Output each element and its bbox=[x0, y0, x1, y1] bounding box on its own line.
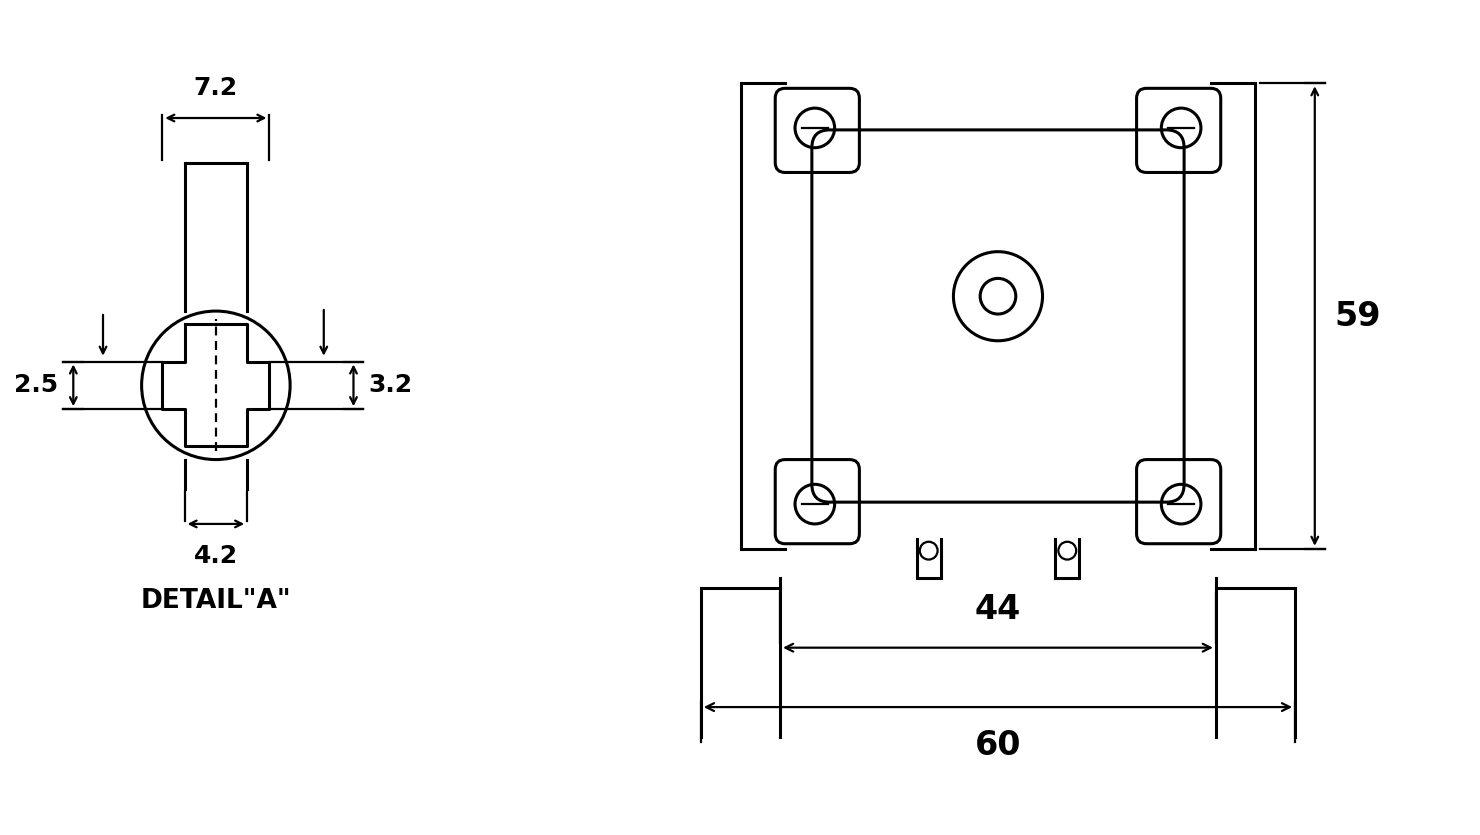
Text: 3.2: 3.2 bbox=[369, 373, 413, 397]
Text: 59: 59 bbox=[1335, 300, 1381, 332]
Text: 2.5: 2.5 bbox=[15, 373, 58, 397]
Text: 7.2: 7.2 bbox=[194, 76, 238, 100]
Text: DETAIL"A": DETAIL"A" bbox=[141, 589, 292, 615]
Text: 44: 44 bbox=[975, 593, 1021, 626]
Text: 4.2: 4.2 bbox=[194, 544, 238, 568]
Text: 60: 60 bbox=[975, 729, 1021, 762]
